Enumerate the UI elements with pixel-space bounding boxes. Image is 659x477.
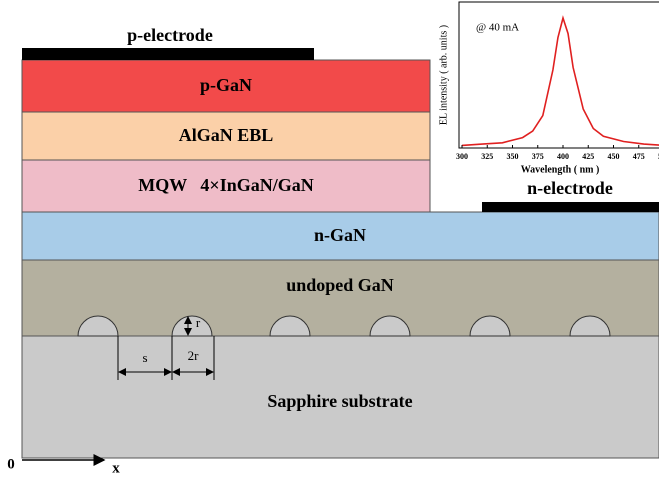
dimension-label: r: [196, 315, 201, 330]
layer-label: MQW 4×InGaN/GaN: [138, 175, 313, 195]
x-tick-label: 325: [481, 152, 493, 161]
layer-label: undoped GaN: [286, 275, 394, 295]
x-tick-label: 475: [633, 152, 645, 161]
layer-label: Sapphire substrate: [267, 391, 412, 411]
x-tick-label: 450: [608, 152, 620, 161]
dimension-label: s: [142, 350, 147, 365]
x-tick-label: 375: [532, 152, 544, 161]
x-tick-label: 425: [582, 152, 594, 161]
n-electrode: [482, 202, 659, 212]
layer-label: AlGaN EBL: [179, 125, 274, 145]
n-electrode-label: n-electrode: [527, 178, 613, 198]
inset-y-label: EL intensity ( arb. units ): [438, 25, 449, 125]
layer-label: p-GaN: [200, 75, 252, 95]
p-electrode: [22, 48, 314, 60]
led-diagram: p-electrode n-electrode p-GaN AlGaN EBL …: [0, 0, 659, 477]
x-tick-label: 300: [456, 152, 468, 161]
x-tick-label: 350: [507, 152, 519, 161]
axis-label: x: [112, 460, 120, 476]
layer-label: n-GaN: [314, 225, 366, 245]
inset-annotation: @ 40 mA: [476, 22, 519, 34]
inset-x-label: Wavelength ( nm ): [521, 164, 600, 175]
p-electrode-label: p-electrode: [127, 25, 213, 45]
axis-origin: 0: [7, 456, 15, 472]
dimension-label: 2r: [188, 348, 200, 363]
undoped-gan-layer: [22, 260, 659, 336]
x-tick-label: 400: [557, 152, 569, 161]
